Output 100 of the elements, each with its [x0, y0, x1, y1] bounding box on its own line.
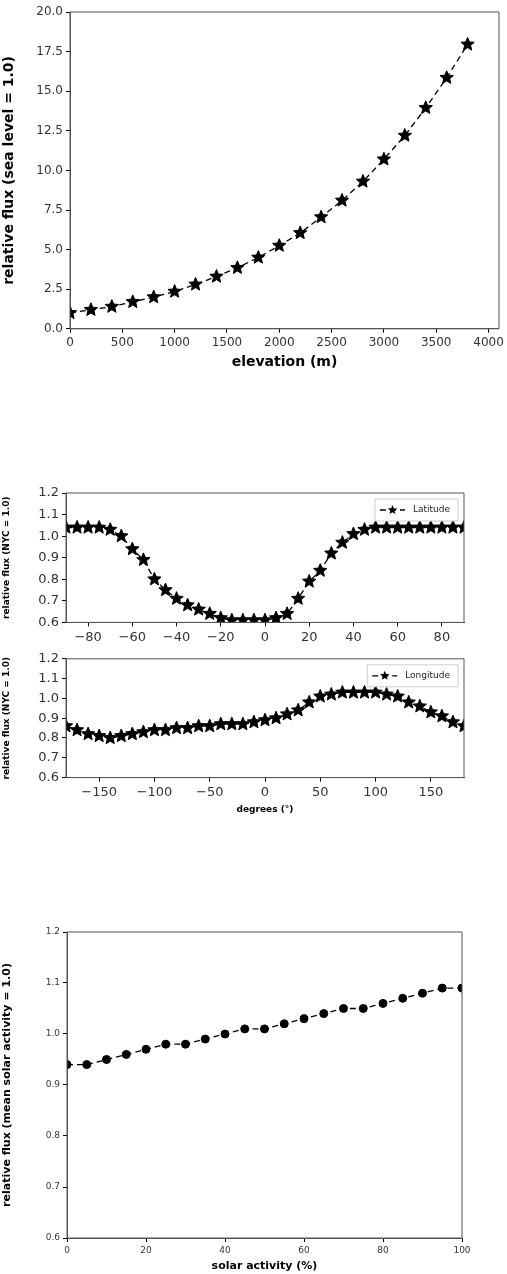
- y-tick-label: 0.6: [45, 1232, 61, 1243]
- point: [82, 1060, 92, 1070]
- point: [181, 1039, 190, 1049]
- point: [147, 571, 162, 586]
- y-tick-label: 17.5: [36, 43, 63, 58]
- point: [240, 1024, 250, 1034]
- point: [358, 1004, 368, 1013]
- point: [324, 545, 339, 560]
- point: [136, 724, 151, 739]
- x-tick-label: 0: [66, 335, 74, 350]
- y-tick-label: 0.9: [38, 549, 59, 565]
- point: [293, 225, 308, 240]
- x-tick-label: 4000: [473, 335, 504, 350]
- point: [368, 520, 383, 534]
- y-tick-label: 7.5: [43, 202, 63, 217]
- y-axis-title: relative flux (sea level = 1.0): [0, 55, 17, 285]
- x-tick-label: 100: [363, 783, 388, 799]
- point: [191, 718, 206, 733]
- x-tick-label: 80: [377, 1244, 389, 1255]
- y-tick-label: 0.7: [45, 1181, 60, 1192]
- point: [313, 209, 329, 224]
- point: [268, 710, 284, 725]
- point: [125, 726, 140, 741]
- x-tick-label: −80: [74, 628, 102, 644]
- x-tick-label: −40: [162, 628, 191, 644]
- point: [169, 591, 184, 605]
- point: [291, 702, 306, 717]
- x-tick-label: 1000: [159, 335, 190, 350]
- point: [69, 722, 85, 737]
- point: [398, 993, 408, 1003]
- point: [291, 591, 306, 605]
- x-tick-label: 500: [110, 335, 134, 350]
- point: [299, 1014, 309, 1024]
- point: [188, 276, 203, 291]
- point: [213, 716, 228, 731]
- y-tick-label: 15.0: [36, 83, 63, 98]
- point: [346, 684, 361, 699]
- point: [161, 1039, 171, 1049]
- point: [80, 726, 96, 741]
- point: [368, 684, 383, 699]
- point: [313, 688, 328, 703]
- point: [418, 100, 433, 114]
- x-axis-title: degrees (°): [236, 803, 294, 814]
- point: [418, 988, 427, 998]
- y-tick-label: 0.7: [38, 592, 59, 608]
- x-tick-label: 100: [453, 1244, 471, 1255]
- point: [339, 1004, 348, 1013]
- y-tick-label: 0.6: [38, 768, 59, 784]
- point: [390, 520, 405, 534]
- point: [434, 520, 450, 534]
- x-tick-label: 3000: [368, 335, 400, 350]
- point: [202, 718, 217, 733]
- x-tick-label: 40: [345, 628, 362, 644]
- x-tick-label: 80: [433, 628, 451, 644]
- x-tick-label: 50: [312, 783, 329, 799]
- point: [224, 612, 239, 623]
- point: [401, 520, 416, 534]
- point: [376, 151, 392, 166]
- y-tick-label: 1.2: [38, 650, 59, 666]
- point: [390, 688, 405, 703]
- x-tick-label: 60: [298, 1244, 310, 1255]
- y-tick-label: 1.0: [38, 689, 59, 705]
- point: [251, 250, 266, 264]
- point: [191, 601, 206, 616]
- point: [379, 520, 394, 534]
- point: [125, 294, 140, 309]
- point: [104, 299, 120, 313]
- point: [209, 269, 224, 283]
- x-axis-title: elevation (m): [231, 353, 338, 370]
- point: [319, 1009, 329, 1019]
- point: [202, 606, 217, 620]
- point: [460, 36, 475, 51]
- x-tick-label: 3500: [420, 335, 452, 350]
- point: [114, 728, 129, 743]
- y-tick-label: 1.1: [38, 505, 59, 521]
- y-tick-label: 0.8: [38, 729, 59, 745]
- point: [302, 694, 317, 709]
- y-axis-title: relative flux (NYC = 1.0): [0, 496, 11, 619]
- point: [434, 708, 450, 723]
- x-tick-label: 20: [300, 628, 318, 644]
- y-tick-label: 0.0: [43, 320, 63, 335]
- x-tick-label: −60: [118, 628, 147, 644]
- point: [213, 610, 228, 623]
- point: [103, 730, 118, 745]
- y-tick-label: 0.7: [38, 749, 59, 765]
- point: [423, 520, 438, 534]
- point: [92, 728, 107, 743]
- x-tick-label: 2500: [316, 335, 347, 350]
- y-tick-label: 1.1: [45, 977, 60, 988]
- point: [346, 526, 361, 541]
- point: [378, 998, 388, 1008]
- point: [169, 720, 184, 735]
- point: [102, 1055, 111, 1064]
- point: [412, 698, 427, 713]
- y-tick-label: 12.5: [36, 122, 63, 137]
- point: [272, 238, 287, 252]
- point: [445, 520, 461, 534]
- point: [279, 706, 295, 721]
- x-tick-label: 0: [64, 1244, 71, 1255]
- point: [220, 1029, 230, 1039]
